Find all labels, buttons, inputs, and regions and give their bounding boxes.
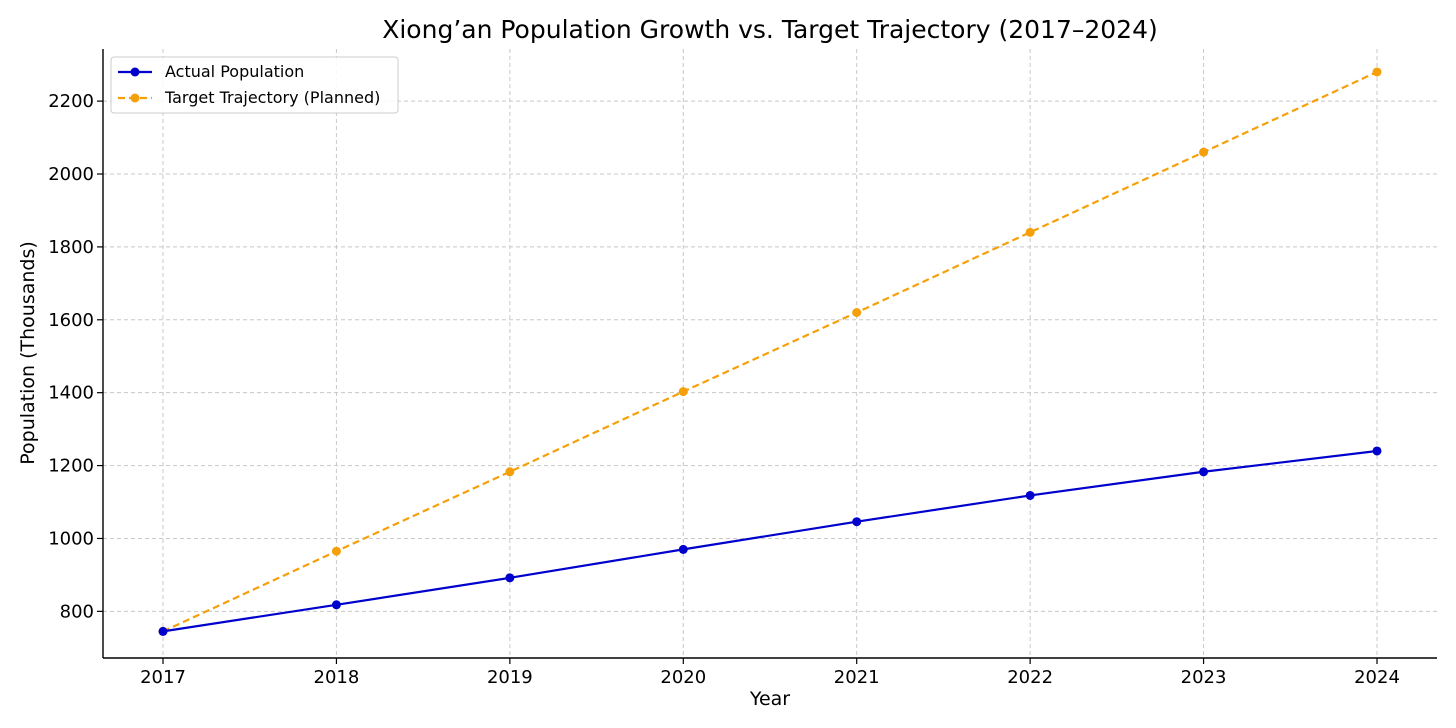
x-tick-label: 2019 bbox=[487, 667, 533, 688]
data-point-actual bbox=[331, 600, 341, 610]
series-layer bbox=[158, 67, 1382, 636]
x-tick-label: 2022 bbox=[1007, 667, 1053, 688]
data-point-actual bbox=[852, 517, 862, 527]
data-point-actual bbox=[158, 626, 168, 636]
data-point-actual bbox=[678, 544, 688, 554]
legend-box bbox=[110, 56, 399, 114]
series-line-actual bbox=[162, 449, 1378, 633]
grid-lines bbox=[103, 49, 1437, 658]
legend-label-target: Target Trajectory (Planned) bbox=[164, 88, 380, 107]
y-tick-label: 1800 bbox=[48, 237, 94, 258]
data-point-actual bbox=[1372, 446, 1382, 456]
y-tick-label: 2000 bbox=[48, 164, 94, 185]
x-axis-label: Year bbox=[749, 688, 790, 710]
y-tick-label: 1200 bbox=[48, 456, 94, 477]
legend-marker-actual bbox=[130, 67, 140, 77]
data-point-target bbox=[331, 546, 341, 556]
x-tick-label: 2018 bbox=[314, 667, 360, 688]
x-tick-label: 2023 bbox=[1181, 667, 1227, 688]
axes bbox=[102, 49, 1437, 659]
y-tick-label: 1000 bbox=[48, 528, 94, 549]
data-point-actual bbox=[1025, 490, 1035, 500]
data-point-target bbox=[678, 387, 688, 397]
series-line-target bbox=[162, 70, 1378, 633]
y-tick-label: 1600 bbox=[48, 310, 94, 331]
data-point-target bbox=[852, 307, 862, 317]
chart-title: Xiong’an Population Growth vs. Target Tr… bbox=[382, 15, 1158, 44]
legend-label-actual: Actual Population bbox=[165, 62, 304, 81]
data-point-target bbox=[1199, 147, 1209, 157]
data-point-target bbox=[505, 467, 515, 477]
x-ticks: 2017 2018 2019 2020 2021 2022 2023 2024 bbox=[140, 658, 1400, 688]
x-tick-label: 2020 bbox=[660, 667, 706, 688]
y-tick-label: 1400 bbox=[48, 383, 94, 404]
y-tick-label: 2200 bbox=[48, 91, 94, 112]
y-tick-label: 800 bbox=[60, 601, 94, 622]
data-point-actual bbox=[1199, 467, 1209, 477]
x-tick-label: 2021 bbox=[834, 667, 880, 688]
y-axis-label: Population (Thousands) bbox=[17, 241, 39, 465]
x-tick-label: 2024 bbox=[1354, 667, 1400, 688]
legend-marker-target bbox=[130, 93, 140, 103]
data-point-target bbox=[1025, 227, 1035, 237]
y-ticks: 800 1000 1200 1400 1600 1800 2000 2200 bbox=[48, 91, 103, 622]
data-point-target bbox=[1372, 67, 1382, 77]
x-tick-label: 2017 bbox=[140, 667, 186, 688]
data-point-actual bbox=[505, 573, 515, 583]
legend: Actual Population Target Trajectory (Pla… bbox=[110, 56, 399, 114]
